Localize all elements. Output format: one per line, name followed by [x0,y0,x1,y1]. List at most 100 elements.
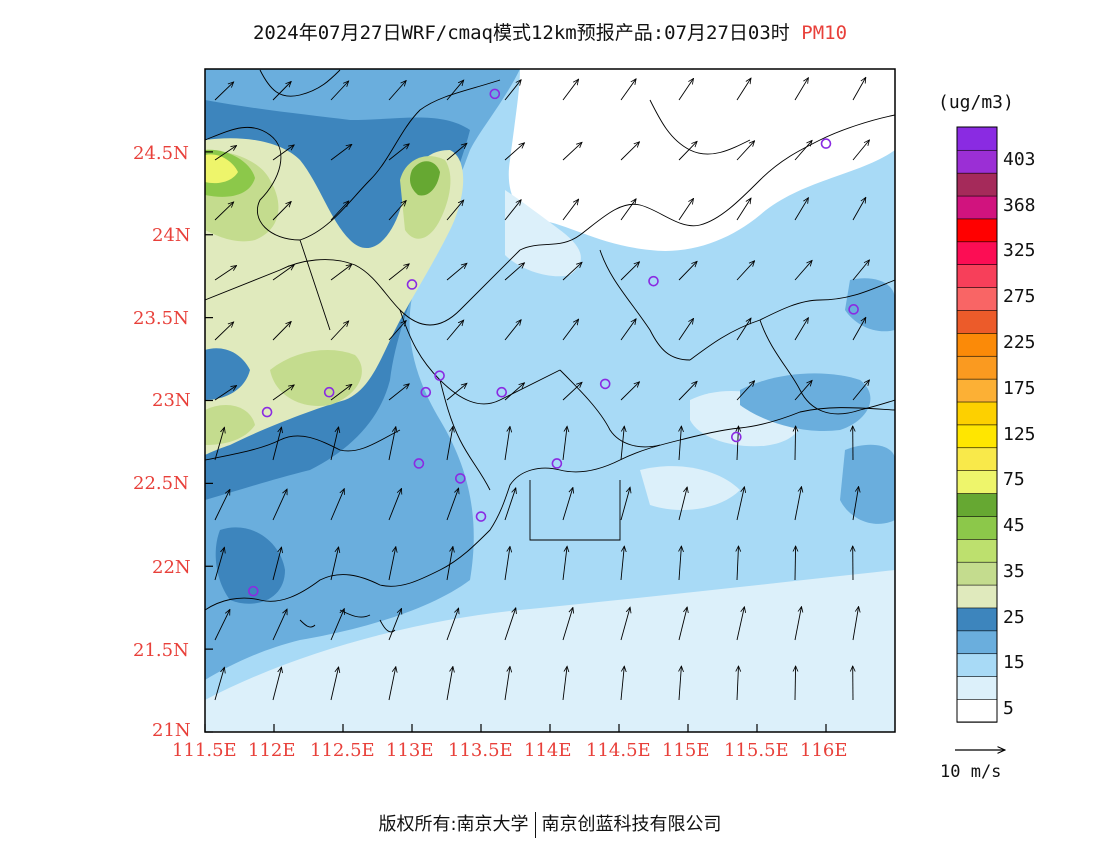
colorbar [956,126,998,723]
lon-label: 116E [800,740,848,761]
wind-arrow [679,666,681,701]
wind-arrow [620,319,636,341]
colorbar-swatch [956,515,998,540]
wind-arrow [794,140,812,161]
boundary-line [205,429,401,461]
boundary-line [299,239,331,331]
station-marker [730,431,742,443]
boundary-line [599,249,691,361]
wind-arrow [736,487,744,521]
colorbar-swatch [956,447,998,471]
wind-arrow [504,608,516,641]
wind-arrow [388,608,402,641]
colorbar-swatch [956,218,998,243]
wind-arrow [388,264,409,281]
wind-arrow [736,141,755,161]
colorbar-label: 25 [1003,606,1025,628]
lat-label: 24N [152,225,191,246]
wind-arrow [620,199,636,221]
wind-arrow [330,321,349,341]
wind-arrow [504,383,525,401]
wind-arrow [852,77,866,101]
colorbar-label: 175 [1003,377,1036,399]
footer-separator [534,812,536,838]
wind-arrow [679,546,681,581]
wind-arrow [330,609,344,641]
wind-arrow [736,607,744,641]
wind-arrow [795,546,796,581]
wind-arrow [272,145,294,161]
colorbar-swatch [956,401,998,426]
wind-arrow [795,426,796,461]
wind-arrow [330,547,339,581]
monitoring-stations [248,88,859,597]
wind-arrow [794,487,802,521]
colorbar-label: 368 [1003,194,1036,216]
colorbar-swatch [956,332,998,357]
wind-arrow [620,426,624,461]
field-light-patch-n [505,190,581,277]
wind-arrow [678,487,687,521]
lon-label: 113E [386,740,434,761]
footer-left: 版权所有:南京大学 [378,814,529,835]
station-marker [648,275,659,287]
colorbar-swatch [956,698,998,723]
station-marker [323,386,335,398]
colorbar-frame [956,126,998,723]
colorbar-swatch [956,584,998,609]
lon-label: 111.5E [172,740,237,761]
lat-label: 23N [152,390,191,411]
station-marker [406,279,418,290]
boundary-line [519,114,895,251]
wind-arrow [562,319,579,341]
boundary-line [205,79,501,241]
boundary-line [205,249,521,326]
colorbar-label: 35 [1003,560,1025,582]
footer: 版权所有:南京大学 南京创蓝科技有限公司 [0,810,1100,838]
colorbar-label: 5 [1003,698,1014,720]
field-light-patch-coast [640,466,740,510]
wind-arrow [852,260,870,281]
wind-arrow [214,202,234,221]
colorbar-swatch [956,286,998,311]
wind-arrow [214,547,224,581]
wind-arrow [214,427,224,461]
field-dark-patch-sw [215,527,285,604]
wind-arrow [620,666,624,701]
wind-arrow [562,426,567,461]
wind-arrow [794,78,808,101]
footer-right: 南京创蓝科技有限公司 [541,814,722,835]
wind-arrow [620,487,630,521]
wind-arrow [620,607,630,641]
station-marker [496,386,508,398]
wind-arrow [504,200,521,221]
wind-arrow [852,380,870,401]
wind-arrow [272,82,291,101]
colorbar-label: 403 [1003,148,1036,170]
wind-arrow [620,79,636,101]
wind-arrow [446,427,453,461]
wind-arrow [446,383,467,401]
lat-label: 23.5N [133,308,189,329]
wind-arrow [504,666,510,701]
wind-arrow [504,263,525,281]
colorbar-swatch [956,653,998,677]
wind-arrow [678,261,697,281]
wind-arrow [678,607,687,641]
colorbar-swatch [956,149,998,174]
field-medium-se [840,444,895,524]
wind-arrow [562,666,567,701]
wind-arrow [737,666,739,701]
wind-arrow [330,144,352,161]
wind-arrow [562,142,582,161]
wind-arrow [562,608,573,641]
colorbar-label: 125 [1003,423,1036,445]
wind-arrow [272,202,291,221]
lon-label: 114E [524,740,572,761]
wind-arrow [388,488,402,521]
wind-arrow [794,260,812,281]
wind-arrow [562,79,579,101]
title-main: 2024年07月27日WRF/cmaq模式12km预报产品:07月27日03时 [252,22,790,44]
wind-arrow [214,82,234,101]
boundary-line [759,319,895,415]
